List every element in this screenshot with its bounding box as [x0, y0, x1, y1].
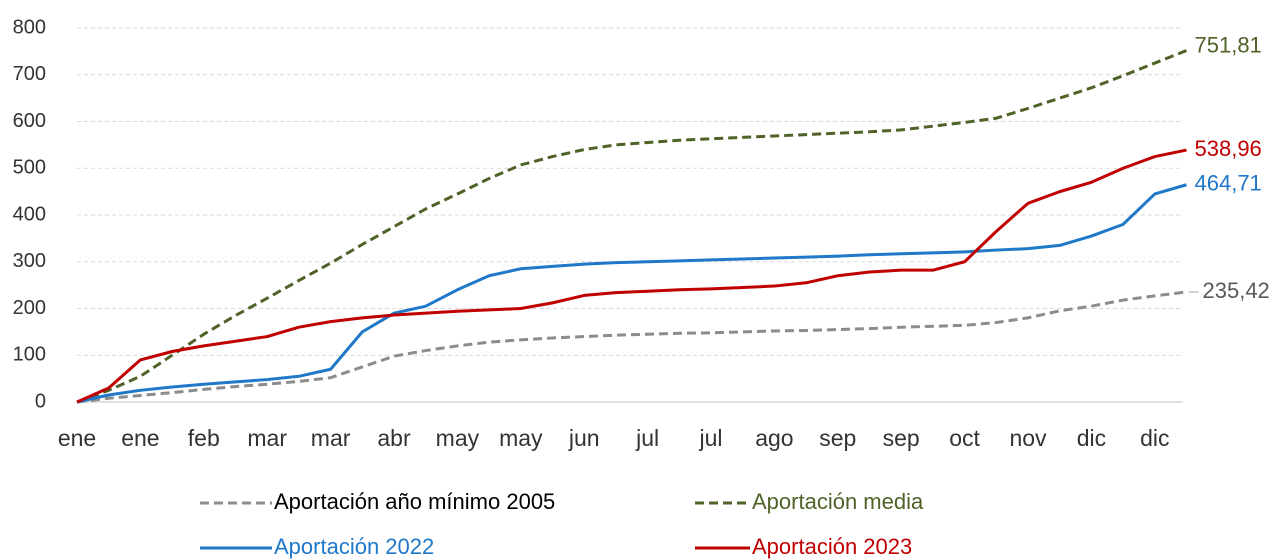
x-tick-label: mar	[311, 425, 351, 451]
y-tick-label: 600	[13, 110, 46, 132]
series-line	[76, 183, 1187, 404]
legend-label: Aportación año mínimo 2005	[274, 489, 555, 514]
x-tick-label: jun	[568, 425, 600, 451]
legend-label: Aportación media	[752, 489, 924, 514]
y-tick-label: 300	[13, 250, 46, 272]
y-tick-label: 400	[13, 203, 46, 225]
x-tick-label: sep	[883, 425, 920, 451]
x-tick-label: abr	[377, 425, 411, 451]
value-label: 751,81	[1195, 32, 1262, 57]
x-tick-label: dic	[1077, 425, 1106, 451]
x-tick-label: mar	[247, 425, 287, 451]
x-tick-label: oct	[949, 425, 980, 451]
x-tick-label: feb	[188, 425, 220, 451]
y-tick-label: 700	[13, 63, 46, 85]
value-label: 235,42	[1203, 278, 1270, 303]
x-tick-label: may	[499, 425, 543, 451]
series-line	[76, 290, 1187, 404]
x-tick-label: nov	[1009, 425, 1047, 451]
y-tick-label: 0	[35, 390, 46, 412]
x-tick-label: jul	[635, 425, 659, 451]
series-line	[76, 148, 1187, 404]
x-tick-label: ago	[755, 425, 793, 451]
value-label: 464,71	[1195, 171, 1262, 196]
x-tick-label: jul	[698, 425, 722, 451]
x-tick-label: dic	[1140, 425, 1169, 451]
x-tick-label: ene	[58, 425, 96, 451]
y-tick-label: 500	[13, 157, 46, 179]
y-tick-label: 100	[13, 344, 46, 366]
x-tick-label: may	[436, 425, 480, 451]
series-line	[76, 49, 1188, 404]
x-tick-label: ene	[121, 425, 159, 451]
legend-label: Aportación 2022	[274, 534, 434, 559]
y-tick-label: 200	[13, 297, 46, 319]
legend-label: Aportación 2023	[752, 534, 912, 559]
value-label: 538,96	[1195, 136, 1262, 161]
y-tick-label: 800	[13, 16, 46, 38]
x-tick-label: sep	[819, 425, 856, 451]
